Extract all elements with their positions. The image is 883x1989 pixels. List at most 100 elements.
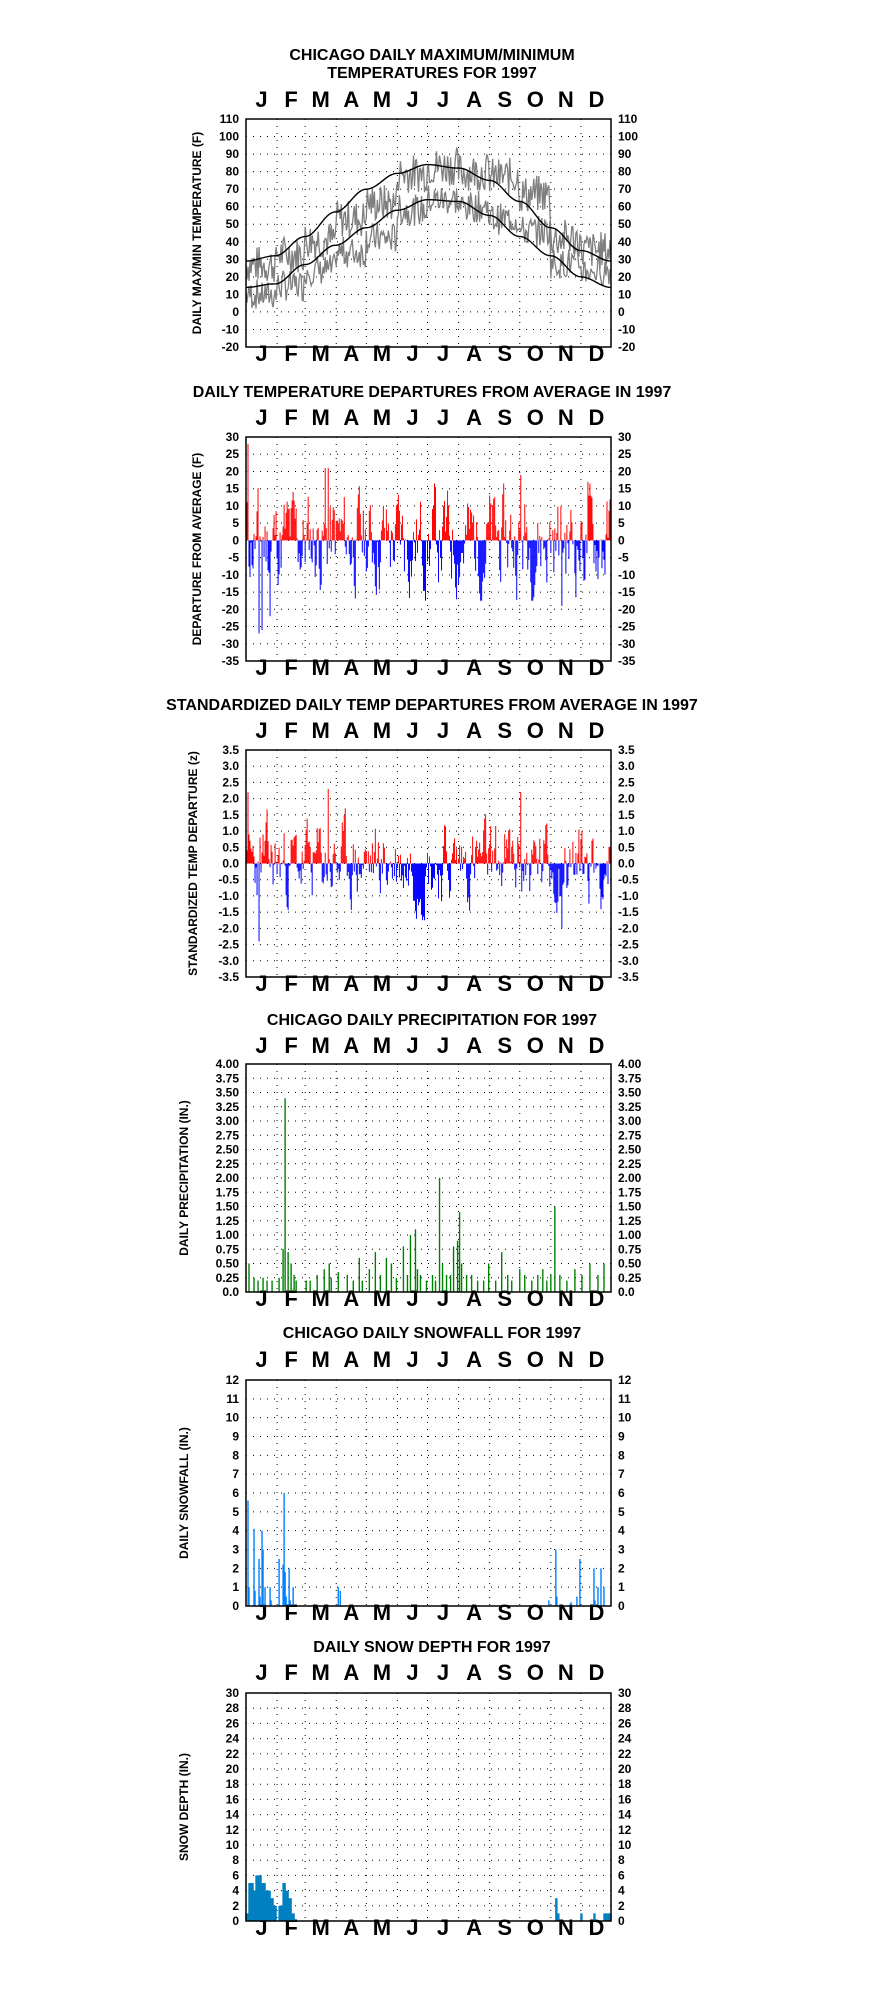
y-tick-left: -25: [222, 620, 240, 634]
month-label-top: J: [437, 1660, 449, 1685]
month-label-bottom: J: [255, 341, 267, 366]
month-label-bottom: J: [406, 341, 418, 366]
month-label-top: M: [312, 1347, 330, 1372]
y-tick-left: 1.5: [222, 808, 239, 822]
month-label-top: F: [284, 718, 297, 743]
plot-border: [245, 118, 612, 348]
y-tick-right: 0.0: [618, 1285, 635, 1299]
month-label-bottom: A: [343, 971, 359, 996]
month-label-bottom: S: [497, 1915, 512, 1940]
month-label-top: A: [343, 1033, 359, 1058]
month-label-bottom: D: [589, 1286, 605, 1311]
y-tick-left: 0: [232, 305, 239, 319]
month-label-top: M: [312, 405, 330, 430]
y-tick-left: 8: [232, 1448, 239, 1462]
y-tick-left: 1.0: [222, 824, 239, 838]
month-label-bottom: F: [284, 971, 297, 996]
y-tick-right: 30: [618, 1686, 632, 1700]
month-label-bottom: D: [589, 1915, 605, 1940]
month-label-bottom: S: [497, 1600, 512, 1625]
y-tick-right: 10: [618, 1411, 632, 1425]
y-tick-left: 1.75: [216, 1185, 240, 1199]
chart-title: STANDARDIZED DAILY TEMP DEPARTURES FROM …: [166, 697, 698, 714]
month-label-top: S: [497, 405, 512, 430]
month-label-top: O: [527, 718, 544, 743]
month-label-top: F: [284, 87, 297, 112]
month-label-top: O: [527, 1660, 544, 1685]
normal-max-line: [245, 163, 612, 262]
month-label-top: J: [406, 1347, 418, 1372]
month-label-top: M: [373, 1347, 391, 1372]
y-tick-right: 80: [618, 165, 632, 179]
chart-4: CHICAGO DAILY PRECIPITATION FOR 1997JJFF…: [177, 1012, 642, 1311]
month-label-top: J: [255, 405, 267, 430]
observed-min-line: [245, 185, 612, 309]
y-tick-right: -20: [618, 340, 636, 354]
month-label-bottom: J: [437, 1915, 449, 1940]
y-tick-left: 30: [226, 1686, 240, 1700]
month-label-bottom: A: [343, 1915, 359, 1940]
y-tick-right: -2.0: [618, 921, 639, 935]
chart-title: CHICAGO DAILY PRECIPITATION FOR 1997: [267, 1012, 597, 1029]
y-tick-left: 80: [226, 165, 240, 179]
y-tick-right: 30: [618, 252, 632, 266]
observed-max-line: [245, 146, 612, 283]
y-tick-left: -0.5: [218, 873, 239, 887]
y-tick-left: 5: [232, 1505, 239, 1519]
y-tick-right: 70: [618, 182, 632, 196]
month-label-top: J: [406, 405, 418, 430]
y-axis-label: DAILY SNOWFALL (IN.): [177, 1427, 191, 1559]
month-label-top: M: [373, 718, 391, 743]
y-tick-right: 10: [618, 499, 632, 513]
month-label-bottom: N: [558, 1915, 574, 1940]
month-label-top: S: [497, 1347, 512, 1372]
month-label-top: N: [558, 405, 574, 430]
month-label-bottom: M: [373, 971, 391, 996]
month-label-top: A: [343, 1660, 359, 1685]
y-tick-left: 1.00: [216, 1228, 240, 1242]
y-axis-label: SNOW DEPTH (IN.): [177, 1753, 191, 1861]
month-label-top: F: [284, 1660, 297, 1685]
month-label-bottom: O: [527, 655, 544, 680]
month-label-top: A: [466, 1033, 482, 1058]
y-tick-left: 4: [232, 1884, 239, 1898]
month-label-bottom: M: [373, 341, 391, 366]
month-label-top: A: [466, 1347, 482, 1372]
departure-bars: [245, 788, 612, 942]
plot-border: [245, 436, 612, 662]
month-label-top: J: [255, 1033, 267, 1058]
month-label-bottom: M: [373, 1915, 391, 1940]
y-tick-right: -2.5: [618, 938, 639, 952]
y-tick-left: -10: [222, 568, 240, 582]
month-label-bottom: J: [406, 971, 418, 996]
y-tick-left: -2.0: [218, 921, 239, 935]
month-label-top: O: [527, 87, 544, 112]
month-label-bottom: O: [527, 1915, 544, 1940]
y-tick-left: 12: [226, 1823, 240, 1837]
y-tick-right: 2.0: [618, 792, 635, 806]
y-tick-right: 8: [618, 1448, 625, 1462]
month-label-top: M: [373, 405, 391, 430]
y-tick-left: 9: [232, 1430, 239, 1444]
chart-5: CHICAGO DAILY SNOWFALL FOR 1997JJFFMMAAM…: [177, 1325, 632, 1625]
y-tick-left: 0.0: [222, 1285, 239, 1299]
y-tick-right: 2.75: [618, 1128, 642, 1142]
y-tick-left: 110: [220, 112, 240, 126]
month-label-top: O: [527, 1347, 544, 1372]
month-label-bottom: M: [312, 341, 330, 366]
y-tick-right: 4: [618, 1524, 625, 1538]
plot-border: [245, 1379, 612, 1607]
month-label-bottom: O: [527, 1600, 544, 1625]
grid: [246, 1693, 611, 1921]
y-tick-right: -1.0: [618, 889, 639, 903]
month-label-top: F: [284, 1347, 297, 1372]
y-tick-right: 110: [618, 112, 638, 126]
month-label-top: M: [312, 1660, 330, 1685]
y-tick-left: 2: [232, 1899, 239, 1913]
y-tick-left: 20: [226, 1762, 240, 1776]
month-label-bottom: M: [312, 971, 330, 996]
y-tick-right: 18: [618, 1777, 632, 1791]
y-tick-left: 2.0: [222, 792, 239, 806]
y-tick-right: 10: [618, 287, 632, 301]
y-tick-right: 3.0: [618, 759, 635, 773]
